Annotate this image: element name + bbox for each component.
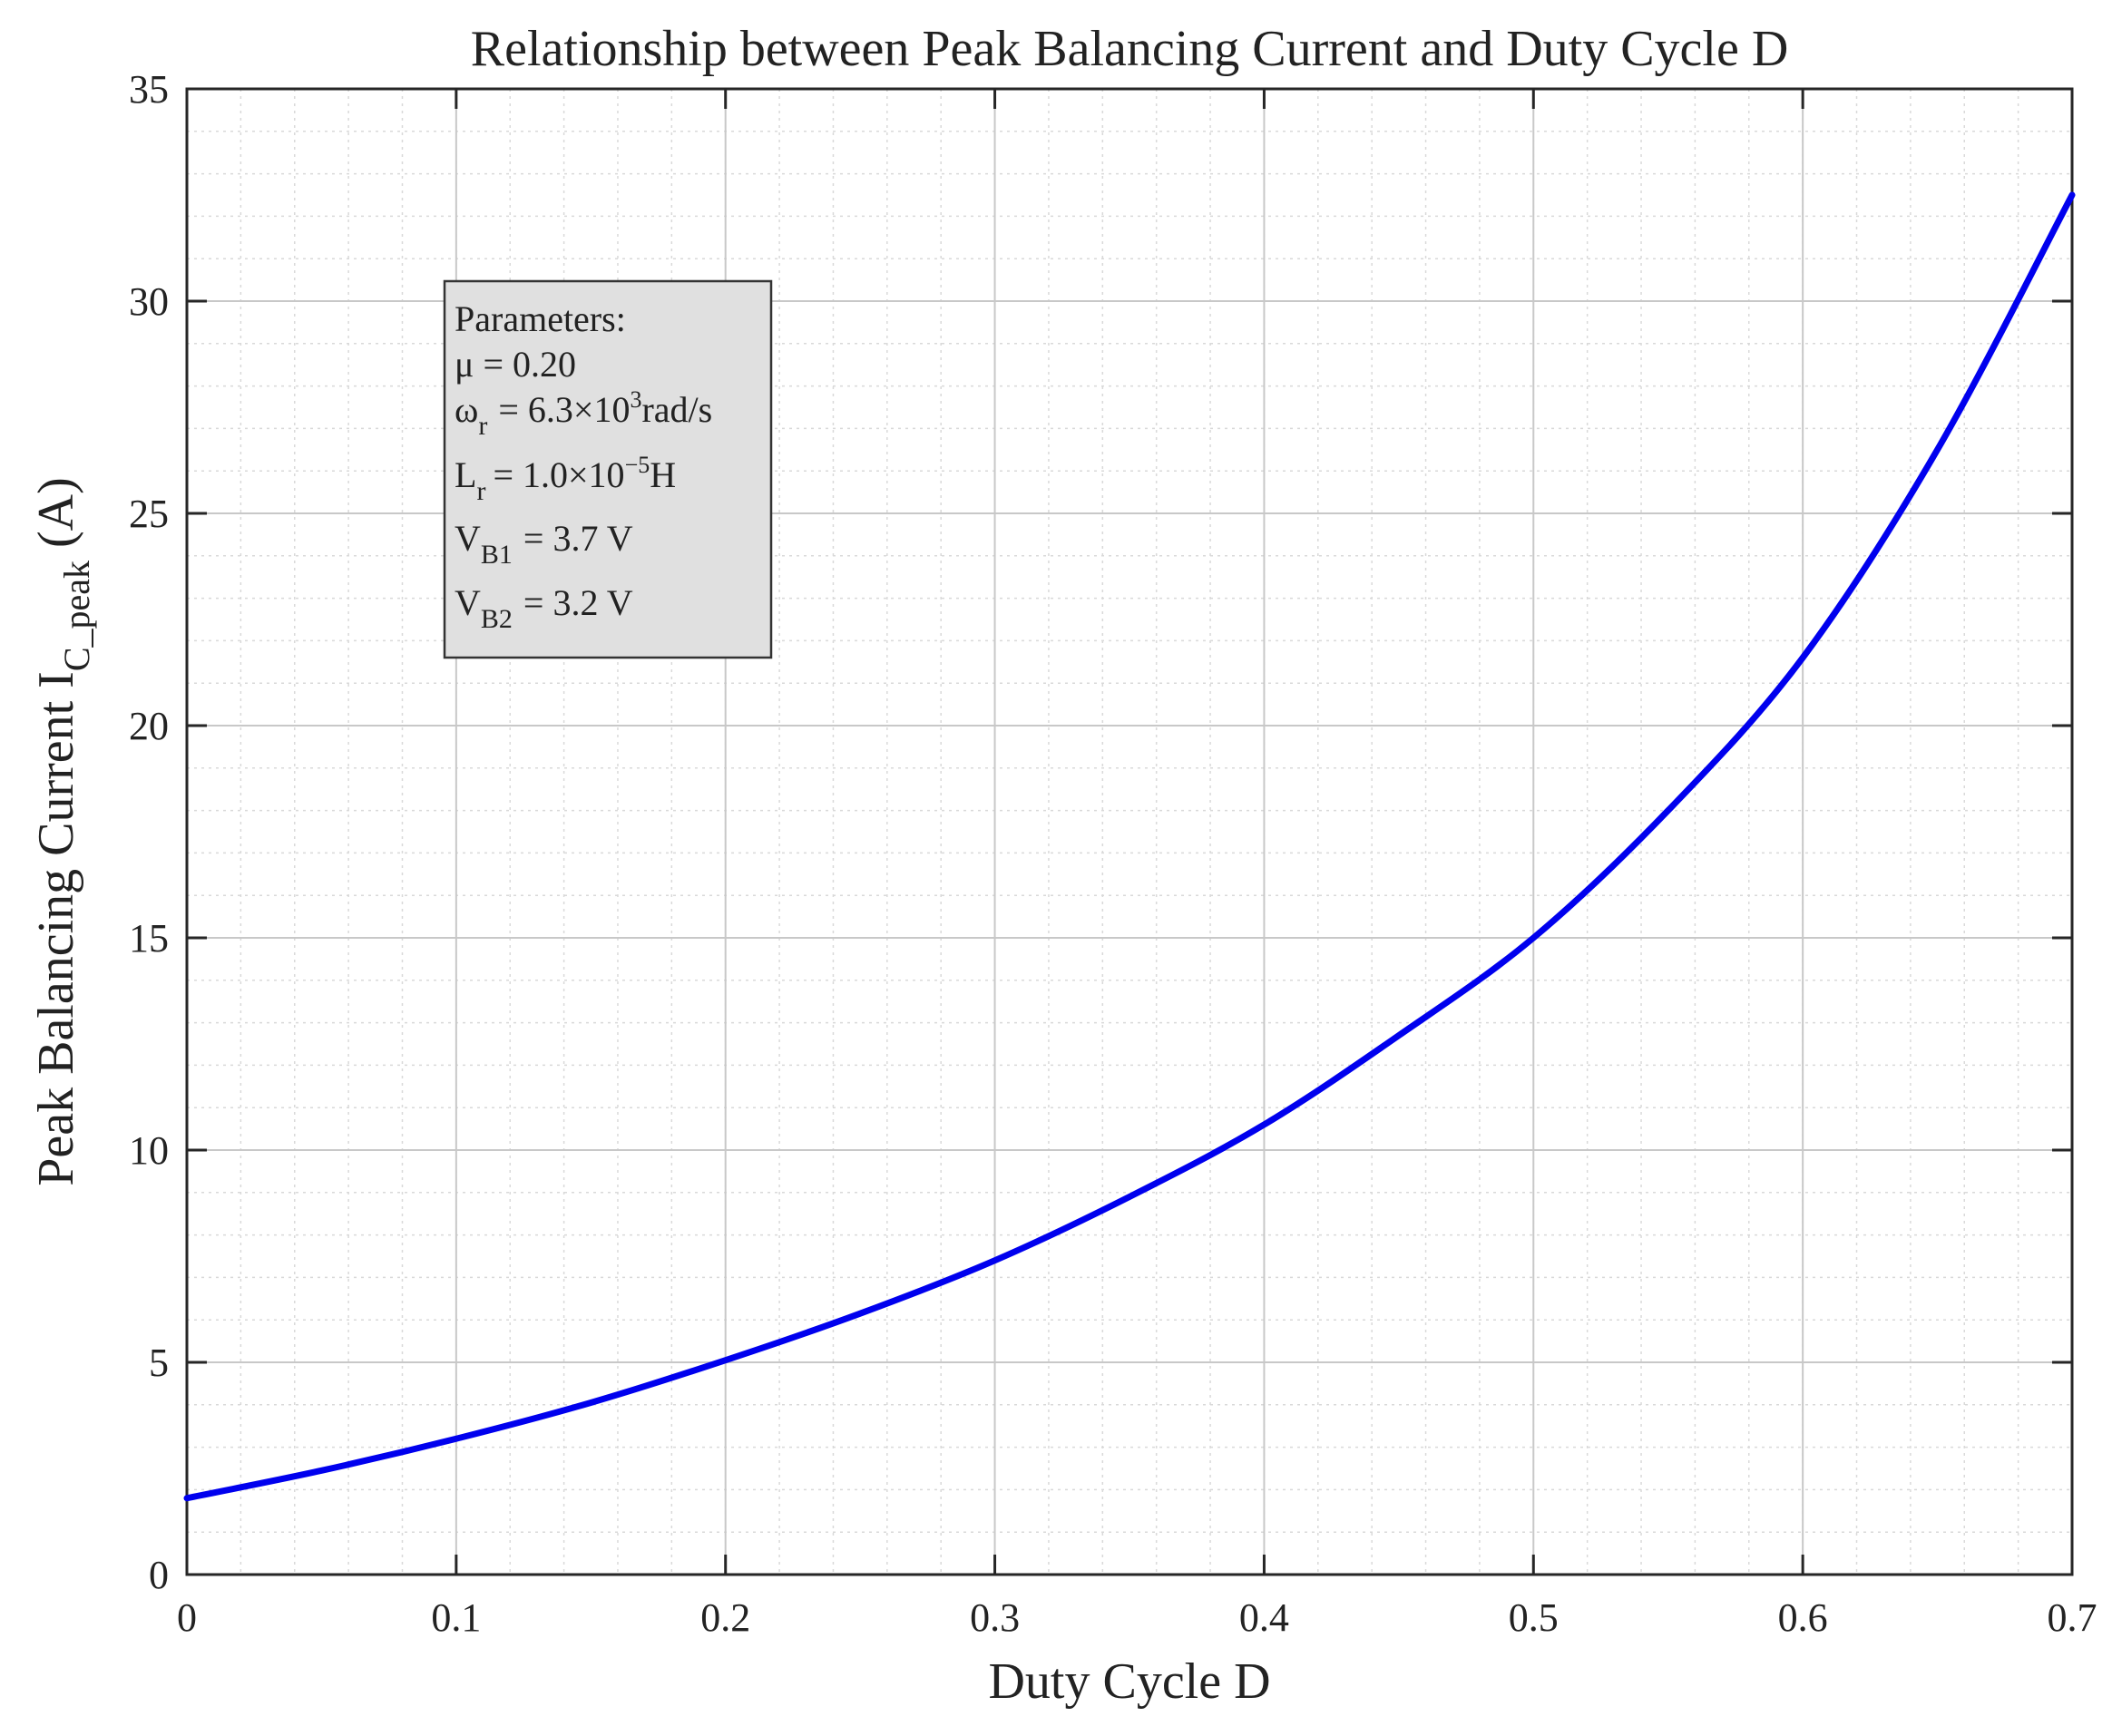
x-tick-label: 0.3: [970, 1595, 1020, 1640]
x-tick-label: 0.1: [431, 1595, 481, 1640]
plot-frame: [185, 87, 2074, 1576]
series-line: [183, 191, 2076, 1502]
vb2-value: = 3.2 V: [523, 582, 633, 623]
l-value: = 1.0×10: [493, 454, 624, 495]
omega-value: = 6.3×10: [498, 389, 630, 430]
vb2-symbol: V: [455, 582, 481, 623]
tick-marks: [185, 87, 2074, 1576]
chart-title: Relationship between Peak Balancing Curr…: [471, 21, 1789, 77]
l-sub: r: [476, 476, 485, 506]
x-tick-label: 0.5: [1509, 1595, 1559, 1640]
x-tick-labels: 0 0.1 0.2 0.3 0.4 0.5 0.6 0.7: [177, 1595, 2097, 1640]
y-tick-label: 5: [149, 1341, 169, 1385]
annotation-vb1: VB1 = 3.7 V: [455, 518, 633, 570]
l-unit: H: [650, 454, 676, 495]
omega-symbol: ω: [455, 389, 478, 430]
y-axis-label-sub: C_peak: [56, 561, 97, 671]
y-axis-label-unit: (A): [28, 477, 84, 548]
series-layer: [183, 191, 2076, 1502]
x-tick-label: 0.6: [1778, 1595, 1828, 1640]
y-tick-label: 15: [129, 916, 169, 961]
l-symbol: L: [455, 454, 476, 495]
annotation-inductance: Lr = 1.0×10−5H: [455, 452, 676, 506]
annotation-omega: ωr = 6.3×103rad/s: [455, 386, 712, 441]
vb1-sub: B1: [481, 540, 513, 570]
annotation-mu: μ = 0.20: [455, 344, 576, 385]
y-tick-label: 30: [129, 279, 169, 324]
annotation-heading: Parameters:: [455, 298, 626, 339]
x-tick-label: 0.4: [1239, 1595, 1289, 1640]
omega-sub: r: [478, 411, 487, 441]
x-tick-label: 0.2: [700, 1595, 750, 1640]
x-tick-label: 0.7: [2048, 1595, 2097, 1640]
y-tick-label: 10: [129, 1128, 169, 1173]
omega-sup: 3: [630, 386, 641, 413]
y-tick-label: 0: [149, 1553, 169, 1597]
y-tick-label: 20: [129, 704, 169, 748]
y-tick-label: 25: [129, 492, 169, 536]
y-axis-label: Peak Balancing Current IC_peak (A): [28, 477, 97, 1186]
y-tick-labels: 0 5 10 15 20 25 30 35: [129, 67, 169, 1597]
y-tick-label: 35: [129, 67, 169, 112]
parameters-annotation: Parameters: μ = 0.20 ωr = 6.3×103rad/s Lr…: [443, 279, 773, 659]
annotation-vb2: VB2 = 3.2 V: [455, 582, 633, 634]
vb1-symbol: V: [455, 518, 481, 559]
annotation-box: [443, 279, 773, 659]
vb1-value: = 3.7 V: [523, 518, 633, 559]
l-sup: −5: [625, 452, 650, 478]
vb2-sub: B2: [481, 604, 513, 634]
x-tick-label: 0: [177, 1595, 197, 1640]
y-axis-label-main: Peak Balancing Current I: [28, 671, 84, 1186]
omega-unit: rad/s: [641, 389, 712, 430]
x-axis-label: Duty Cycle D: [988, 1653, 1270, 1710]
